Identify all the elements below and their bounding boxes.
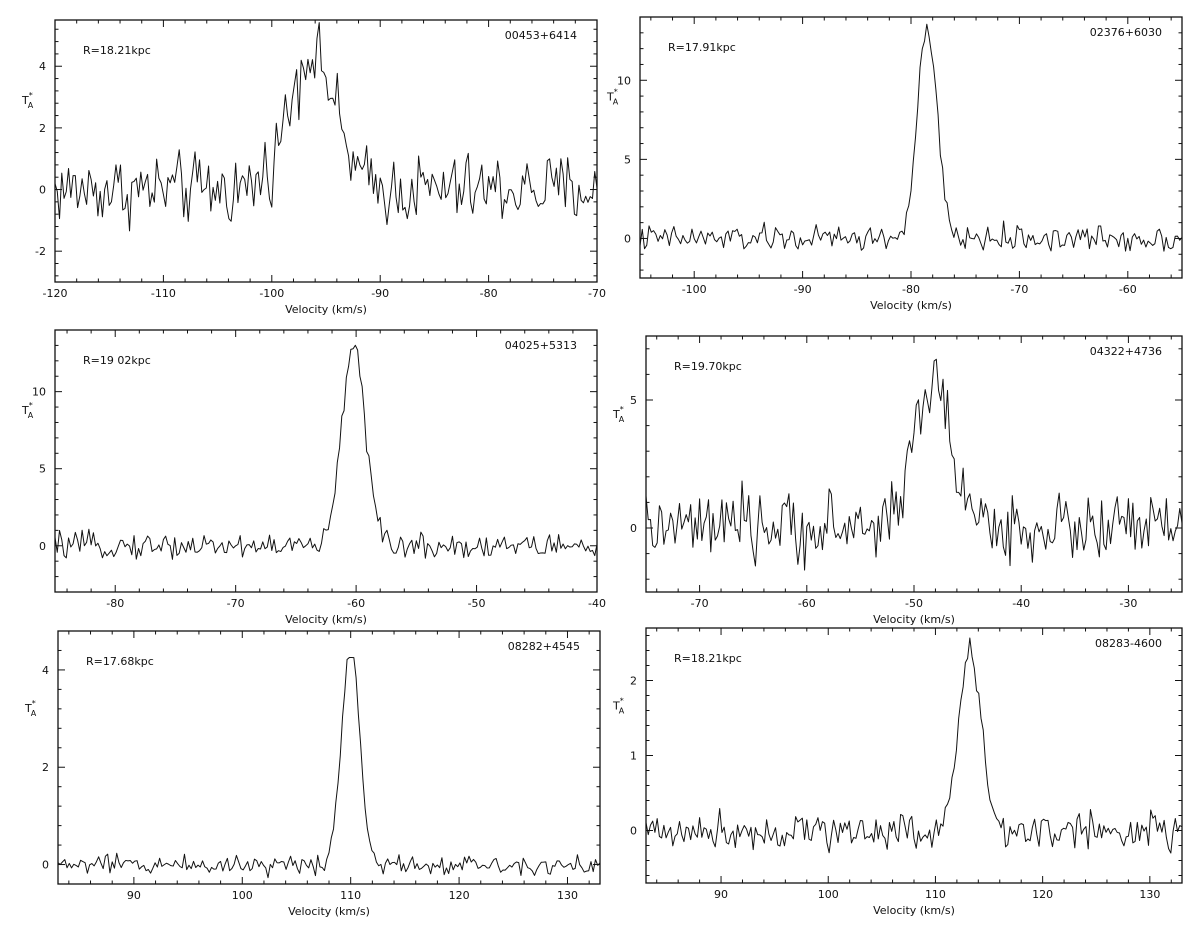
x-tick-label: -70: [1010, 283, 1028, 296]
y-tick-label: 2: [630, 675, 637, 688]
x-tick-label: -110: [151, 287, 176, 300]
x-tick-label: -60: [347, 597, 365, 610]
spectrum-panel-4: -70 -60 -50 -40 -30 0 5 Velocity (km/s) T* A R=19.…: [612, 335, 1183, 626]
x-axis-label: Velocity (km/s): [285, 613, 367, 626]
spectrum-trace: [57, 656, 601, 879]
x-tick-label: 120: [449, 889, 470, 902]
spectrum-trace: [639, 23, 1183, 252]
y-tick-label: -2: [35, 245, 46, 258]
y-tick-label: 4: [39, 60, 46, 73]
galactocentric-radius-label: R=18.21kpc: [674, 652, 742, 665]
x-tick-label: -50: [905, 597, 923, 610]
x-tick-label: -40: [588, 597, 606, 610]
source-name-label: 04322+4736: [1090, 345, 1162, 358]
x-tick-label: -90: [794, 283, 812, 296]
x-tick-label: 130: [557, 889, 578, 902]
x-tick-label: -80: [106, 597, 124, 610]
y-tick-label: 2: [39, 122, 46, 135]
galactocentric-radius-label: R=17.91kpc: [668, 41, 736, 54]
panel-frame: [54, 19, 598, 283]
x-tick-label: 110: [925, 888, 946, 901]
y-tick-label: 0: [624, 232, 631, 245]
x-tick-label: -70: [691, 597, 709, 610]
y-tick-label: 5: [624, 153, 631, 166]
y-tick-label: 5: [630, 394, 637, 407]
galactocentric-radius-label: R=19 02kpc: [83, 354, 151, 367]
y-tick-label: 10: [617, 74, 631, 87]
spectrum-trace: [645, 637, 1183, 854]
y-axis-label: T* A: [21, 91, 34, 110]
x-tick-label: 90: [714, 888, 728, 901]
x-tick-label: 110: [340, 889, 361, 902]
y-axis-label: T* A: [24, 699, 37, 718]
x-tick-label: -50: [468, 597, 486, 610]
x-tick-label: 90: [127, 889, 141, 902]
galactocentric-radius-label: R=17.68kpc: [86, 655, 154, 668]
spectrum-panel-6: 90 100 110 120 130 0 1 2 Velocity (km/s) T* A R=18.…: [612, 627, 1183, 917]
x-tick-label: -90: [371, 287, 389, 300]
x-tick-label: -120: [43, 287, 68, 300]
x-tick-label: 130: [1139, 888, 1160, 901]
panel-frame: [54, 329, 598, 593]
y-tick-label: 5: [39, 463, 46, 476]
source-name-label: 04025+5313: [505, 339, 577, 352]
x-tick-label: -30: [1119, 597, 1137, 610]
spectrum-trace: [54, 22, 598, 232]
x-tick-label: -100: [259, 287, 284, 300]
source-name-label: 08282+4545: [508, 640, 580, 653]
y-axis-label: T* A: [606, 88, 619, 107]
panel-frame: [57, 630, 601, 885]
y-tick-label: 0: [42, 859, 49, 872]
y-tick-label: 0: [630, 825, 637, 838]
x-tick-label: -80: [902, 283, 920, 296]
x-tick-label: -60: [798, 597, 816, 610]
y-tick-label: 4: [42, 664, 49, 677]
panel-frame: [645, 335, 1183, 593]
y-tick-label: 0: [39, 540, 46, 553]
x-tick-label: 100: [232, 889, 253, 902]
x-axis-label: Velocity (km/s): [870, 299, 952, 312]
galactocentric-radius-label: R=18.21kpc: [83, 44, 151, 57]
spectrum-trace: [645, 358, 1183, 571]
panel-frame: [645, 627, 1183, 884]
y-tick-label: 1: [630, 750, 637, 763]
spectrum-panel-3: -80 -70 -60 -50 -40 0 5 10 Velocity (km/s) T* A R=1…: [21, 329, 606, 626]
y-tick-label: 0: [630, 522, 637, 535]
x-tick-label: -70: [588, 287, 606, 300]
x-axis-label: Velocity (km/s): [285, 303, 367, 316]
spectrum-panel-2: -100 -90 -80 -70 -60 0 5 10 Velocity (km/s) T* A R=…: [606, 16, 1183, 312]
galactocentric-radius-label: R=19.70kpc: [674, 360, 742, 373]
y-tick-label: 10: [32, 386, 46, 399]
x-tick-label: -80: [480, 287, 498, 300]
x-tick-label: 120: [1032, 888, 1053, 901]
x-axis-label: Velocity (km/s): [288, 905, 370, 918]
y-axis-label: T* A: [612, 697, 625, 716]
source-name-label: 02376+6030: [1090, 26, 1162, 39]
x-tick-label: -100: [682, 283, 707, 296]
y-axis-label: T* A: [612, 405, 625, 424]
x-tick-label: -40: [1012, 597, 1030, 610]
spectrum-trace: [54, 344, 598, 560]
spectrum-panel-1: -120 -110 -100 -90 -80 -70 -2 0 2 4 Velocity (km/s…: [21, 19, 606, 316]
spectrum-panel-5: 90 100 110 120 130 0 2 4 Velocity (km/s) T* A R=17.…: [24, 630, 601, 918]
source-name-label: 08283-4600: [1095, 637, 1162, 650]
x-axis-label: Velocity (km/s): [873, 613, 955, 626]
y-tick-label: 2: [42, 761, 49, 774]
y-tick-label: 0: [39, 184, 46, 197]
x-tick-label: -60: [1119, 283, 1137, 296]
source-name-label: 00453+6414: [505, 29, 577, 42]
x-tick-label: -70: [227, 597, 245, 610]
y-axis-label: T* A: [21, 401, 34, 420]
x-tick-label: 100: [818, 888, 839, 901]
x-axis-label: Velocity (km/s): [873, 904, 955, 917]
